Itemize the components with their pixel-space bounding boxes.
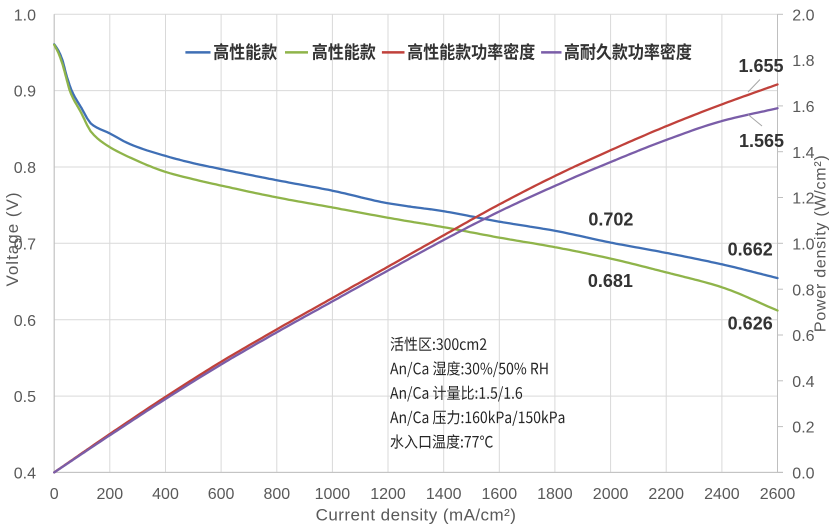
svg-text:1.2: 1.2 — [792, 191, 814, 208]
svg-text:0.6: 0.6 — [14, 313, 36, 330]
svg-text:0.681: 0.681 — [588, 271, 633, 291]
svg-text:1000: 1000 — [315, 486, 351, 503]
svg-text:600: 600 — [208, 486, 235, 503]
svg-text:2000: 2000 — [593, 486, 629, 503]
svg-text:0.4: 0.4 — [14, 466, 36, 483]
svg-text:Power density (W/cm²): Power density (W/cm²) — [813, 155, 830, 333]
svg-text:0.8: 0.8 — [792, 282, 814, 299]
svg-text:1.8: 1.8 — [792, 53, 814, 70]
svg-text:1.6: 1.6 — [792, 99, 814, 116]
svg-text:2.0: 2.0 — [792, 7, 814, 24]
svg-text:Voltage (V): Voltage (V) — [3, 191, 22, 286]
svg-text:1600: 1600 — [482, 486, 518, 503]
svg-text:200: 200 — [96, 486, 123, 503]
svg-text:1200: 1200 — [370, 486, 406, 503]
svg-text:Current density (mA/cm²): Current density (mA/cm²) — [316, 506, 517, 525]
svg-text:800: 800 — [263, 486, 290, 503]
svg-text:0.662: 0.662 — [728, 240, 773, 260]
svg-text:1400: 1400 — [426, 486, 462, 503]
svg-text:0.626: 0.626 — [728, 313, 773, 333]
svg-text:0.4: 0.4 — [792, 374, 814, 391]
svg-text:0.2: 0.2 — [792, 420, 814, 437]
svg-text:2200: 2200 — [648, 486, 684, 503]
svg-text:2600: 2600 — [760, 486, 796, 503]
svg-text:2400: 2400 — [704, 486, 740, 503]
svg-text:1.565: 1.565 — [739, 131, 784, 151]
svg-text:1.0: 1.0 — [14, 7, 36, 24]
svg-text:0: 0 — [50, 486, 59, 503]
svg-text:0.0: 0.0 — [792, 466, 814, 483]
svg-text:0.9: 0.9 — [14, 84, 36, 101]
svg-text:0.6: 0.6 — [792, 328, 814, 345]
svg-text:1.0: 1.0 — [792, 236, 814, 253]
svg-text:0.702: 0.702 — [588, 210, 633, 230]
svg-text:400: 400 — [152, 486, 179, 503]
svg-text:0.8: 0.8 — [14, 160, 36, 177]
svg-text:0.7: 0.7 — [14, 236, 36, 253]
svg-text:1.4: 1.4 — [792, 145, 814, 162]
svg-text:1.655: 1.655 — [738, 56, 783, 76]
svg-text:1800: 1800 — [537, 486, 573, 503]
svg-text:0.5: 0.5 — [14, 389, 36, 406]
